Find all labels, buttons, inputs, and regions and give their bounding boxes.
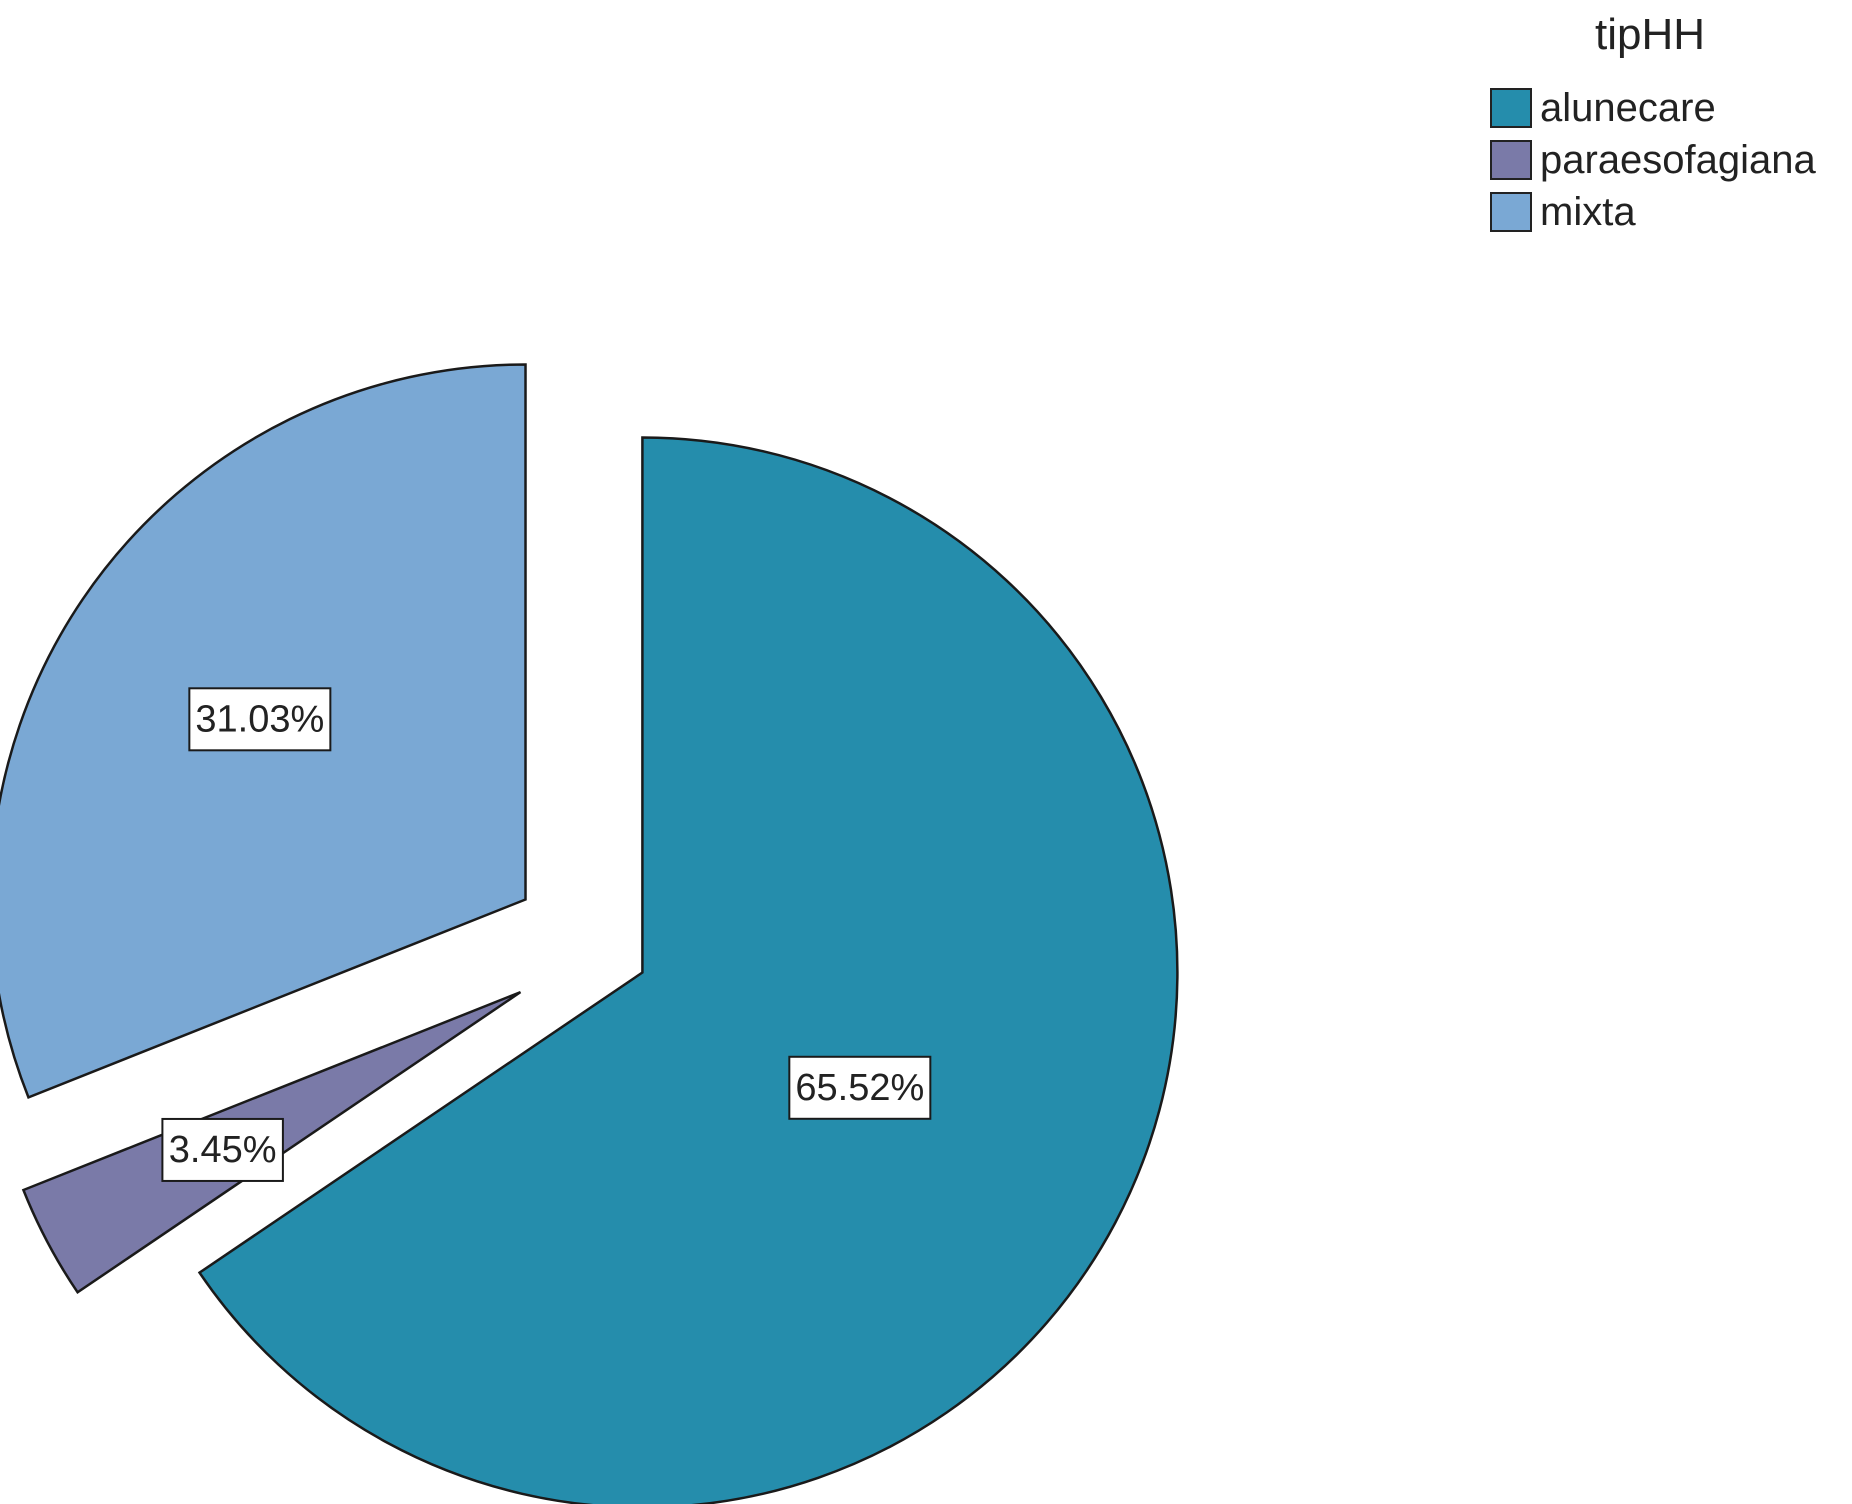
- legend-swatch-mixta: [1490, 192, 1532, 232]
- data-label-text-mixta: 31.03%: [195, 698, 324, 740]
- legend-swatch-alunecare: [1490, 88, 1532, 128]
- data-label-box-mixta: [188, 687, 332, 752]
- legend-title: tipHH: [1594, 10, 1706, 59]
- legend-label-alunecare: alunecare: [1540, 85, 1716, 130]
- data-label-box-paraesofagiana: [161, 1117, 284, 1182]
- data-label-text-alunecare: 65.52%: [795, 1067, 924, 1109]
- legend-label-mixta: mixta: [1540, 189, 1636, 234]
- legend-item-alunecare: alunecare: [1490, 82, 1850, 134]
- legend-item-paraesofagiana: paraesofagiana: [1490, 134, 1850, 186]
- data-label-paraesofagiana: 3.45%: [161, 1117, 284, 1182]
- legend-item-mixta: mixta: [1490, 186, 1850, 238]
- legend: tipHH alunecare paraesofagiana mixta: [1490, 10, 1850, 238]
- data-label-text-paraesofagiana: 3.45%: [169, 1129, 277, 1171]
- legend-label-paraesofagiana: paraesofagiana: [1540, 137, 1816, 182]
- pie-slice-alunecare: [197, 436, 1179, 1504]
- data-label-box-alunecare: [788, 1055, 932, 1120]
- data-label-mixta: 31.03%: [188, 687, 332, 752]
- legend-swatch-paraesofagiana: [1490, 140, 1532, 180]
- data-label-alunecare: 65.52%: [788, 1055, 932, 1120]
